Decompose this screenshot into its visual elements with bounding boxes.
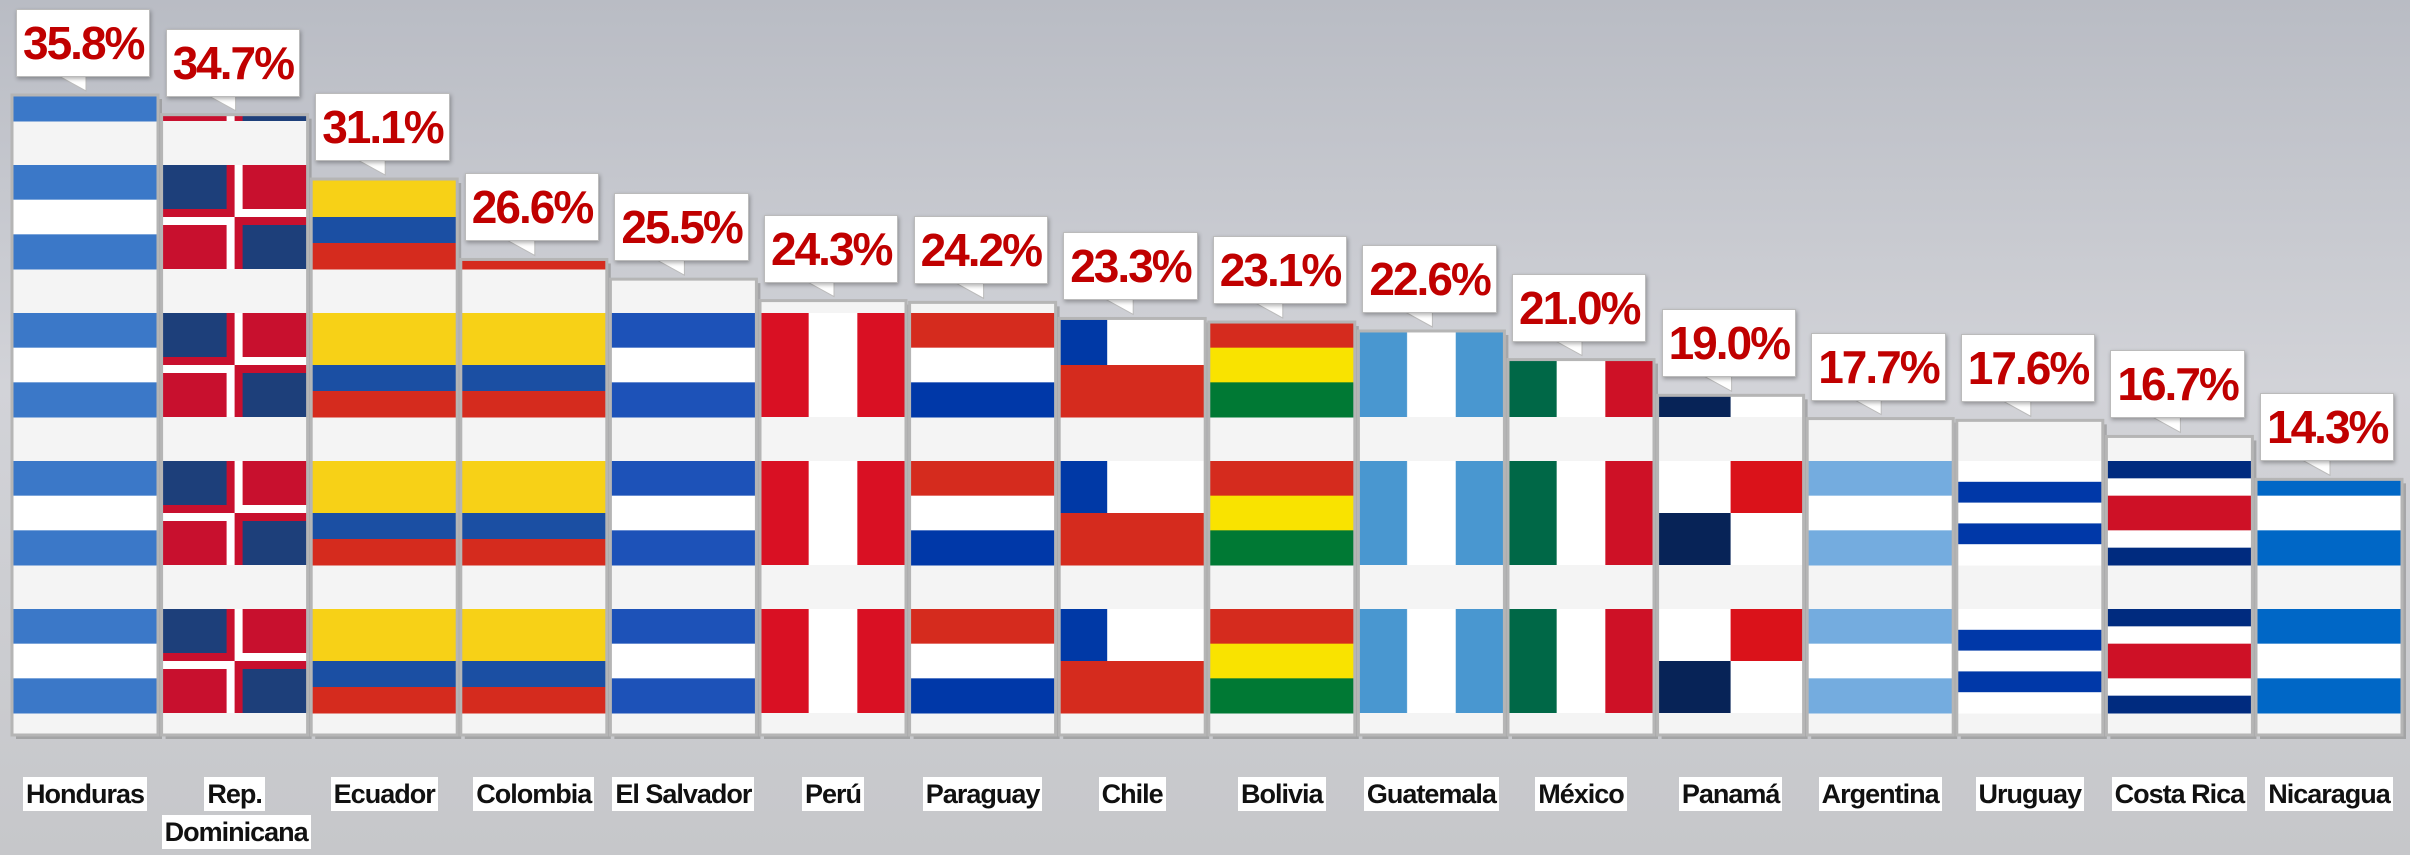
category-text: Uruguay	[1976, 777, 2085, 811]
value-label: 24.2%	[914, 216, 1048, 284]
x-tick-label: México	[1508, 775, 1654, 813]
value-label: 17.6%	[1961, 334, 2095, 402]
category-text: Ecuador	[331, 777, 438, 811]
x-tick-label: Guatemala	[1358, 775, 1504, 813]
x-tick-label: El Salvador	[610, 775, 756, 813]
value-label: 24.3%	[764, 215, 898, 283]
category-text: Paraguay	[923, 777, 1043, 811]
value-label: 23.1%	[1213, 236, 1347, 304]
category-text: Panamá	[1679, 777, 1783, 811]
category-text: Bolivia	[1238, 777, 1326, 811]
x-tick-label: Paraguay	[910, 775, 1056, 813]
x-tick-label: Rep. Dominicana	[162, 775, 308, 851]
bar	[1658, 395, 1804, 735]
value-label: 34.7%	[166, 29, 300, 97]
x-tick-label: Colombia	[461, 775, 607, 813]
x-tick-label: Panamá	[1658, 775, 1804, 813]
category-text: Nicaragua	[2265, 777, 2393, 811]
bar	[311, 179, 457, 735]
x-tick-label: Perú	[760, 775, 906, 813]
category-text: Costa Rica	[2112, 777, 2248, 811]
x-tick-label: Honduras	[12, 775, 158, 813]
x-tick-label: Costa Rica	[2106, 775, 2252, 813]
category-text: Argentina	[1819, 777, 1942, 811]
bar	[2106, 436, 2252, 735]
bar	[162, 115, 308, 735]
value-label: 16.7%	[2110, 350, 2244, 418]
value-label: 25.5%	[614, 193, 748, 261]
bar	[461, 259, 607, 735]
bar	[1358, 331, 1504, 735]
infographic: 35.8% Honduras 34.7% Rep. Dominicana 31.1% Ec…	[0, 0, 2410, 855]
x-tick-label: Ecuador	[311, 775, 457, 813]
bar	[910, 302, 1056, 735]
category-text: Rep. Dominicana	[162, 777, 311, 849]
value-label: 19.0%	[1662, 309, 1796, 377]
category-text: Guatemala	[1364, 777, 1499, 811]
value-label: 26.6%	[465, 173, 599, 241]
bar	[12, 95, 158, 735]
bar	[610, 279, 756, 735]
value-label: 23.3%	[1063, 232, 1197, 300]
bar	[1508, 360, 1654, 735]
value-label: 17.7%	[1811, 333, 1945, 401]
value-label: 14.3%	[2260, 393, 2394, 461]
value-label: 35.8%	[16, 9, 150, 77]
category-text: El Salvador	[612, 777, 754, 811]
category-text: Chile	[1099, 777, 1166, 811]
bar	[1807, 419, 1953, 735]
bar	[1957, 420, 2103, 735]
x-tick-label: Nicaragua	[2256, 775, 2402, 813]
value-label: 31.1%	[315, 93, 449, 161]
x-tick-label: Uruguay	[1957, 775, 2103, 813]
bar	[2256, 479, 2402, 735]
x-tick-label: Argentina	[1807, 775, 1953, 813]
category-text: Honduras	[23, 777, 147, 811]
value-label: 22.6%	[1362, 245, 1496, 313]
category-text: Perú	[802, 777, 864, 811]
category-text: Colombia	[473, 777, 594, 811]
bar	[1209, 322, 1355, 735]
bar	[1059, 318, 1205, 735]
category-text: México	[1535, 777, 1627, 811]
x-tick-label: Bolivia	[1209, 775, 1355, 813]
value-label: 21.0%	[1512, 274, 1646, 342]
x-tick-label: Chile	[1059, 775, 1205, 813]
bar	[760, 301, 906, 735]
